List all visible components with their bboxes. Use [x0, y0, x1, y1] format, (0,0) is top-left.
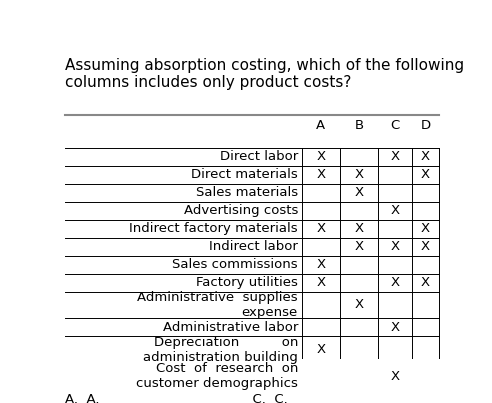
Text: X: X — [316, 168, 325, 181]
Text: X: X — [354, 168, 364, 181]
Text: Indirect labor: Indirect labor — [209, 240, 298, 253]
Text: C: C — [391, 119, 400, 133]
Text: Administrative labor: Administrative labor — [162, 321, 298, 334]
Text: X: X — [354, 299, 364, 312]
Text: Direct materials: Direct materials — [191, 168, 298, 181]
Text: Direct labor: Direct labor — [219, 150, 298, 163]
Text: Depreciation          on
administration building: Depreciation on administration building — [143, 336, 298, 364]
Text: X: X — [391, 240, 400, 253]
Text: Advertising costs: Advertising costs — [184, 204, 298, 217]
Text: X: X — [391, 370, 400, 383]
Text: A.  A.                                    C.  C.: A. A. C. C. — [65, 393, 288, 403]
Text: X: X — [316, 150, 325, 163]
Text: Cost  of  research  on
customer demographics: Cost of research on customer demographic… — [136, 362, 298, 391]
Text: Sales materials: Sales materials — [196, 186, 298, 199]
Text: X: X — [391, 150, 400, 163]
Text: X: X — [421, 222, 430, 235]
Text: X: X — [391, 321, 400, 334]
Text: Indirect factory materials: Indirect factory materials — [129, 222, 298, 235]
Text: X: X — [316, 343, 325, 356]
Text: X: X — [354, 240, 364, 253]
Text: X: X — [421, 150, 430, 163]
Text: X: X — [316, 276, 325, 289]
Text: X: X — [316, 222, 325, 235]
Text: Administrative  supplies
expense: Administrative supplies expense — [137, 291, 298, 319]
Text: B: B — [354, 119, 364, 133]
Text: D: D — [421, 119, 430, 133]
Text: X: X — [421, 276, 430, 289]
Text: A: A — [316, 119, 325, 133]
Text: X: X — [316, 258, 325, 271]
Text: Factory utilities: Factory utilities — [196, 276, 298, 289]
Text: X: X — [354, 186, 364, 199]
Text: X: X — [421, 168, 430, 181]
Text: X: X — [421, 240, 430, 253]
Text: X: X — [391, 276, 400, 289]
Text: X: X — [391, 204, 400, 217]
Text: X: X — [354, 222, 364, 235]
Text: Sales commissions: Sales commissions — [172, 258, 298, 271]
Text: Assuming absorption costing, which of the following
columns includes only produc: Assuming absorption costing, which of th… — [65, 58, 464, 90]
